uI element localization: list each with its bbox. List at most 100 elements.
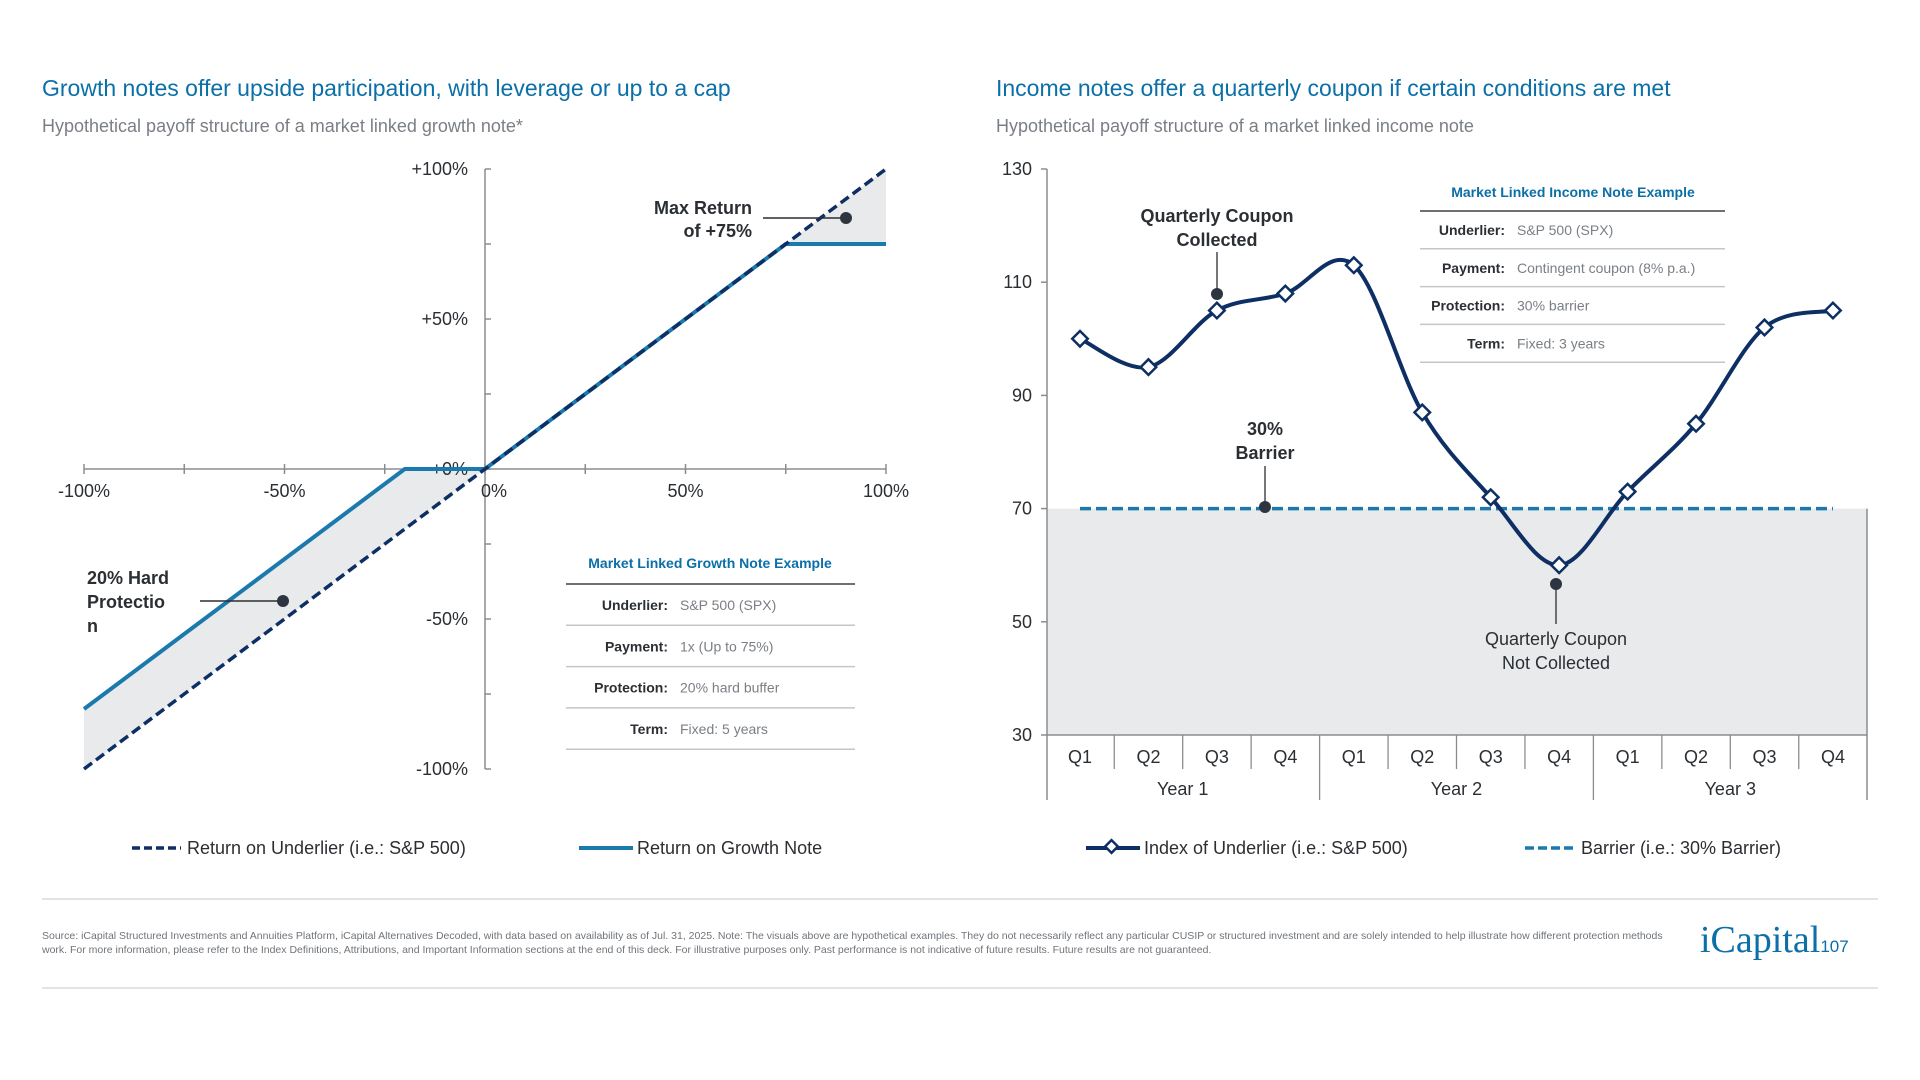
index-point <box>1549 555 1569 575</box>
page-number: 107 <box>1820 937 1849 956</box>
y-tick-label: 50 <box>1012 612 1032 632</box>
table-row-value: S&P 500 (SPX) <box>680 597 776 613</box>
protection-label-1: 20% Hard <box>87 568 169 588</box>
icapital-logo: iCapital107 <box>1700 918 1849 962</box>
quarter-label: Q3 <box>1752 747 1776 767</box>
quarter-label: Q3 <box>1205 747 1229 767</box>
quarter-label: Q4 <box>1547 747 1571 767</box>
y-tick-label: 90 <box>1012 385 1032 405</box>
index-point <box>1207 300 1227 321</box>
table-row-label: Payment: <box>605 638 668 654</box>
barrier-dot <box>1259 501 1271 513</box>
y-tick-label: -100% <box>416 759 468 779</box>
coupon-collected-annotation: Quarterly Coupon Collected <box>1140 206 1293 250</box>
index-point <box>1823 300 1843 321</box>
collected-label-2: Collected <box>1176 230 1257 250</box>
table-row-label: Protection: <box>1431 298 1505 314</box>
quarter-label: Q2 <box>1136 747 1160 767</box>
quarter-label: Q2 <box>1410 747 1434 767</box>
table-row-label: Underlier: <box>602 597 668 613</box>
index-point <box>1138 357 1158 377</box>
table-row-value: S&P 500 (SPX) <box>1517 222 1613 238</box>
year-label: Year 1 <box>1157 779 1208 799</box>
table-row-label: Term: <box>630 721 668 737</box>
y-tick-label: +50% <box>421 309 468 329</box>
quarter-label: Q1 <box>1068 747 1092 767</box>
income-table-title: Market Linked Income Note Example <box>1451 184 1695 200</box>
table-row-label: Payment: <box>1442 260 1505 276</box>
bottom-divider <box>42 987 1878 989</box>
legend-diamond-marker <box>1103 838 1120 855</box>
legend-index-label: Index of Underlier (i.e.: S&P 500) <box>1144 838 1408 858</box>
left-chart-title: Growth notes offer upside participation,… <box>42 75 731 101</box>
table-row-label: Term: <box>1467 335 1505 351</box>
collected-label-1: Quarterly Coupon <box>1140 206 1293 226</box>
table-row-value: Fixed: 5 years <box>680 721 768 737</box>
protection-label-2: Protectio <box>87 592 165 612</box>
max-return-label-1: Max Return <box>654 198 752 218</box>
quarter-label: Q3 <box>1479 747 1503 767</box>
year-label: Year 3 <box>1705 779 1756 799</box>
below-barrier-area <box>1047 508 1867 735</box>
not-collected-label-1: Quarterly Coupon <box>1485 629 1627 649</box>
quarter-label: Q4 <box>1821 747 1845 767</box>
barrier-annotation: 30% Barrier <box>1235 419 1294 463</box>
quarter-label: Q2 <box>1684 747 1708 767</box>
not-collected-dot <box>1550 578 1562 590</box>
max-return-dot <box>840 212 852 224</box>
x-tick-label: -50% <box>263 481 305 501</box>
table-row-value: 20% hard buffer <box>680 680 780 696</box>
barrier-label-2: Barrier <box>1235 443 1294 463</box>
right-legend: Index of Underlier (i.e.: S&P 500) Barri… <box>1086 838 1781 858</box>
top-divider <box>42 898 1878 900</box>
index-point <box>1070 329 1090 349</box>
underlier-line <box>82 167 888 771</box>
max-return-annotation: Max Return of +75% <box>654 198 752 241</box>
y-tick-label: -50% <box>426 609 468 629</box>
growth-table-title: Market Linked Growth Note Example <box>588 555 832 571</box>
barrier-label-1: 30% <box>1247 419 1283 439</box>
protection-label-3: n <box>87 616 98 636</box>
table-row-label: Protection: <box>594 680 668 696</box>
protection-dot <box>277 595 289 607</box>
logo-text: iCapital <box>1700 919 1821 961</box>
collected-dot <box>1211 288 1223 300</box>
y-tick-label: 110 <box>1003 272 1032 292</box>
income-note-chart: 130 110 90 70 50 30 Q1 Q2 Q3 Q4 Q1 Q2 Q3 Q4 Q1 Q2 Q3 Q4 Ye… <box>1002 159 1868 800</box>
table-row-value: 30% barrier <box>1517 298 1590 314</box>
table-row-value: Contingent coupon (8% p.a.) <box>1517 260 1695 276</box>
right-chart-subtitle: Hypothetical payoff structure of a marke… <box>996 116 1474 136</box>
left-legend: Return on Underlier (i.e.: S&P 500) Retu… <box>132 838 822 858</box>
left-chart-subtitle: Hypothetical payoff structure of a marke… <box>42 116 523 136</box>
legend-barrier-label: Barrier (i.e.: 30% Barrier) <box>1581 838 1781 858</box>
y-tick-label: 70 <box>1012 499 1032 519</box>
quarter-label: Q4 <box>1273 747 1297 767</box>
max-return-label-2: of +75% <box>683 221 752 241</box>
charts-canvas: -100% -50% 0% 50% 100%+100%+50%+0%-50%-100% … <box>58 159 1868 858</box>
year-label: Year 2 <box>1431 779 1482 799</box>
y-tick-label: 30 <box>1012 725 1032 745</box>
y-tick-label: 130 <box>1002 159 1032 179</box>
x-tick-label: 0% <box>481 481 507 501</box>
protection-annotation: 20% Hard Protectio n <box>87 568 169 636</box>
index-point <box>1618 482 1638 502</box>
index-point <box>1686 414 1706 434</box>
income-note-table: Market Linked Income Note Example Underl… <box>1420 184 1725 363</box>
quarter-label: Q1 <box>1342 747 1366 767</box>
x-tick-label: 100% <box>863 481 909 501</box>
coupon-not-collected-annotation: Quarterly Coupon Not Collected <box>1485 629 1627 673</box>
table-row-label: Underlier: <box>1439 222 1505 238</box>
legend-growth-note-label: Return on Growth Note <box>637 838 822 858</box>
right-chart-title: Income notes offer a quarterly coupon if… <box>996 75 1671 101</box>
index-point <box>1481 487 1501 507</box>
legend-underlier-label: Return on Underlier (i.e.: S&P 500) <box>187 838 466 858</box>
x-tick-label: 50% <box>667 481 703 501</box>
index-point <box>1754 317 1775 338</box>
not-collected-label-2: Not Collected <box>1502 653 1610 673</box>
footer-source-note: Source: iCapital Structured Investments … <box>42 930 1663 956</box>
index-point <box>1412 402 1432 422</box>
table-row-value: Fixed: 3 years <box>1517 335 1605 351</box>
y-tick-label: +100% <box>411 159 468 179</box>
quarter-label: Q1 <box>1616 747 1640 767</box>
growth-note-table: Market Linked Growth Note Example Underl… <box>566 555 855 750</box>
